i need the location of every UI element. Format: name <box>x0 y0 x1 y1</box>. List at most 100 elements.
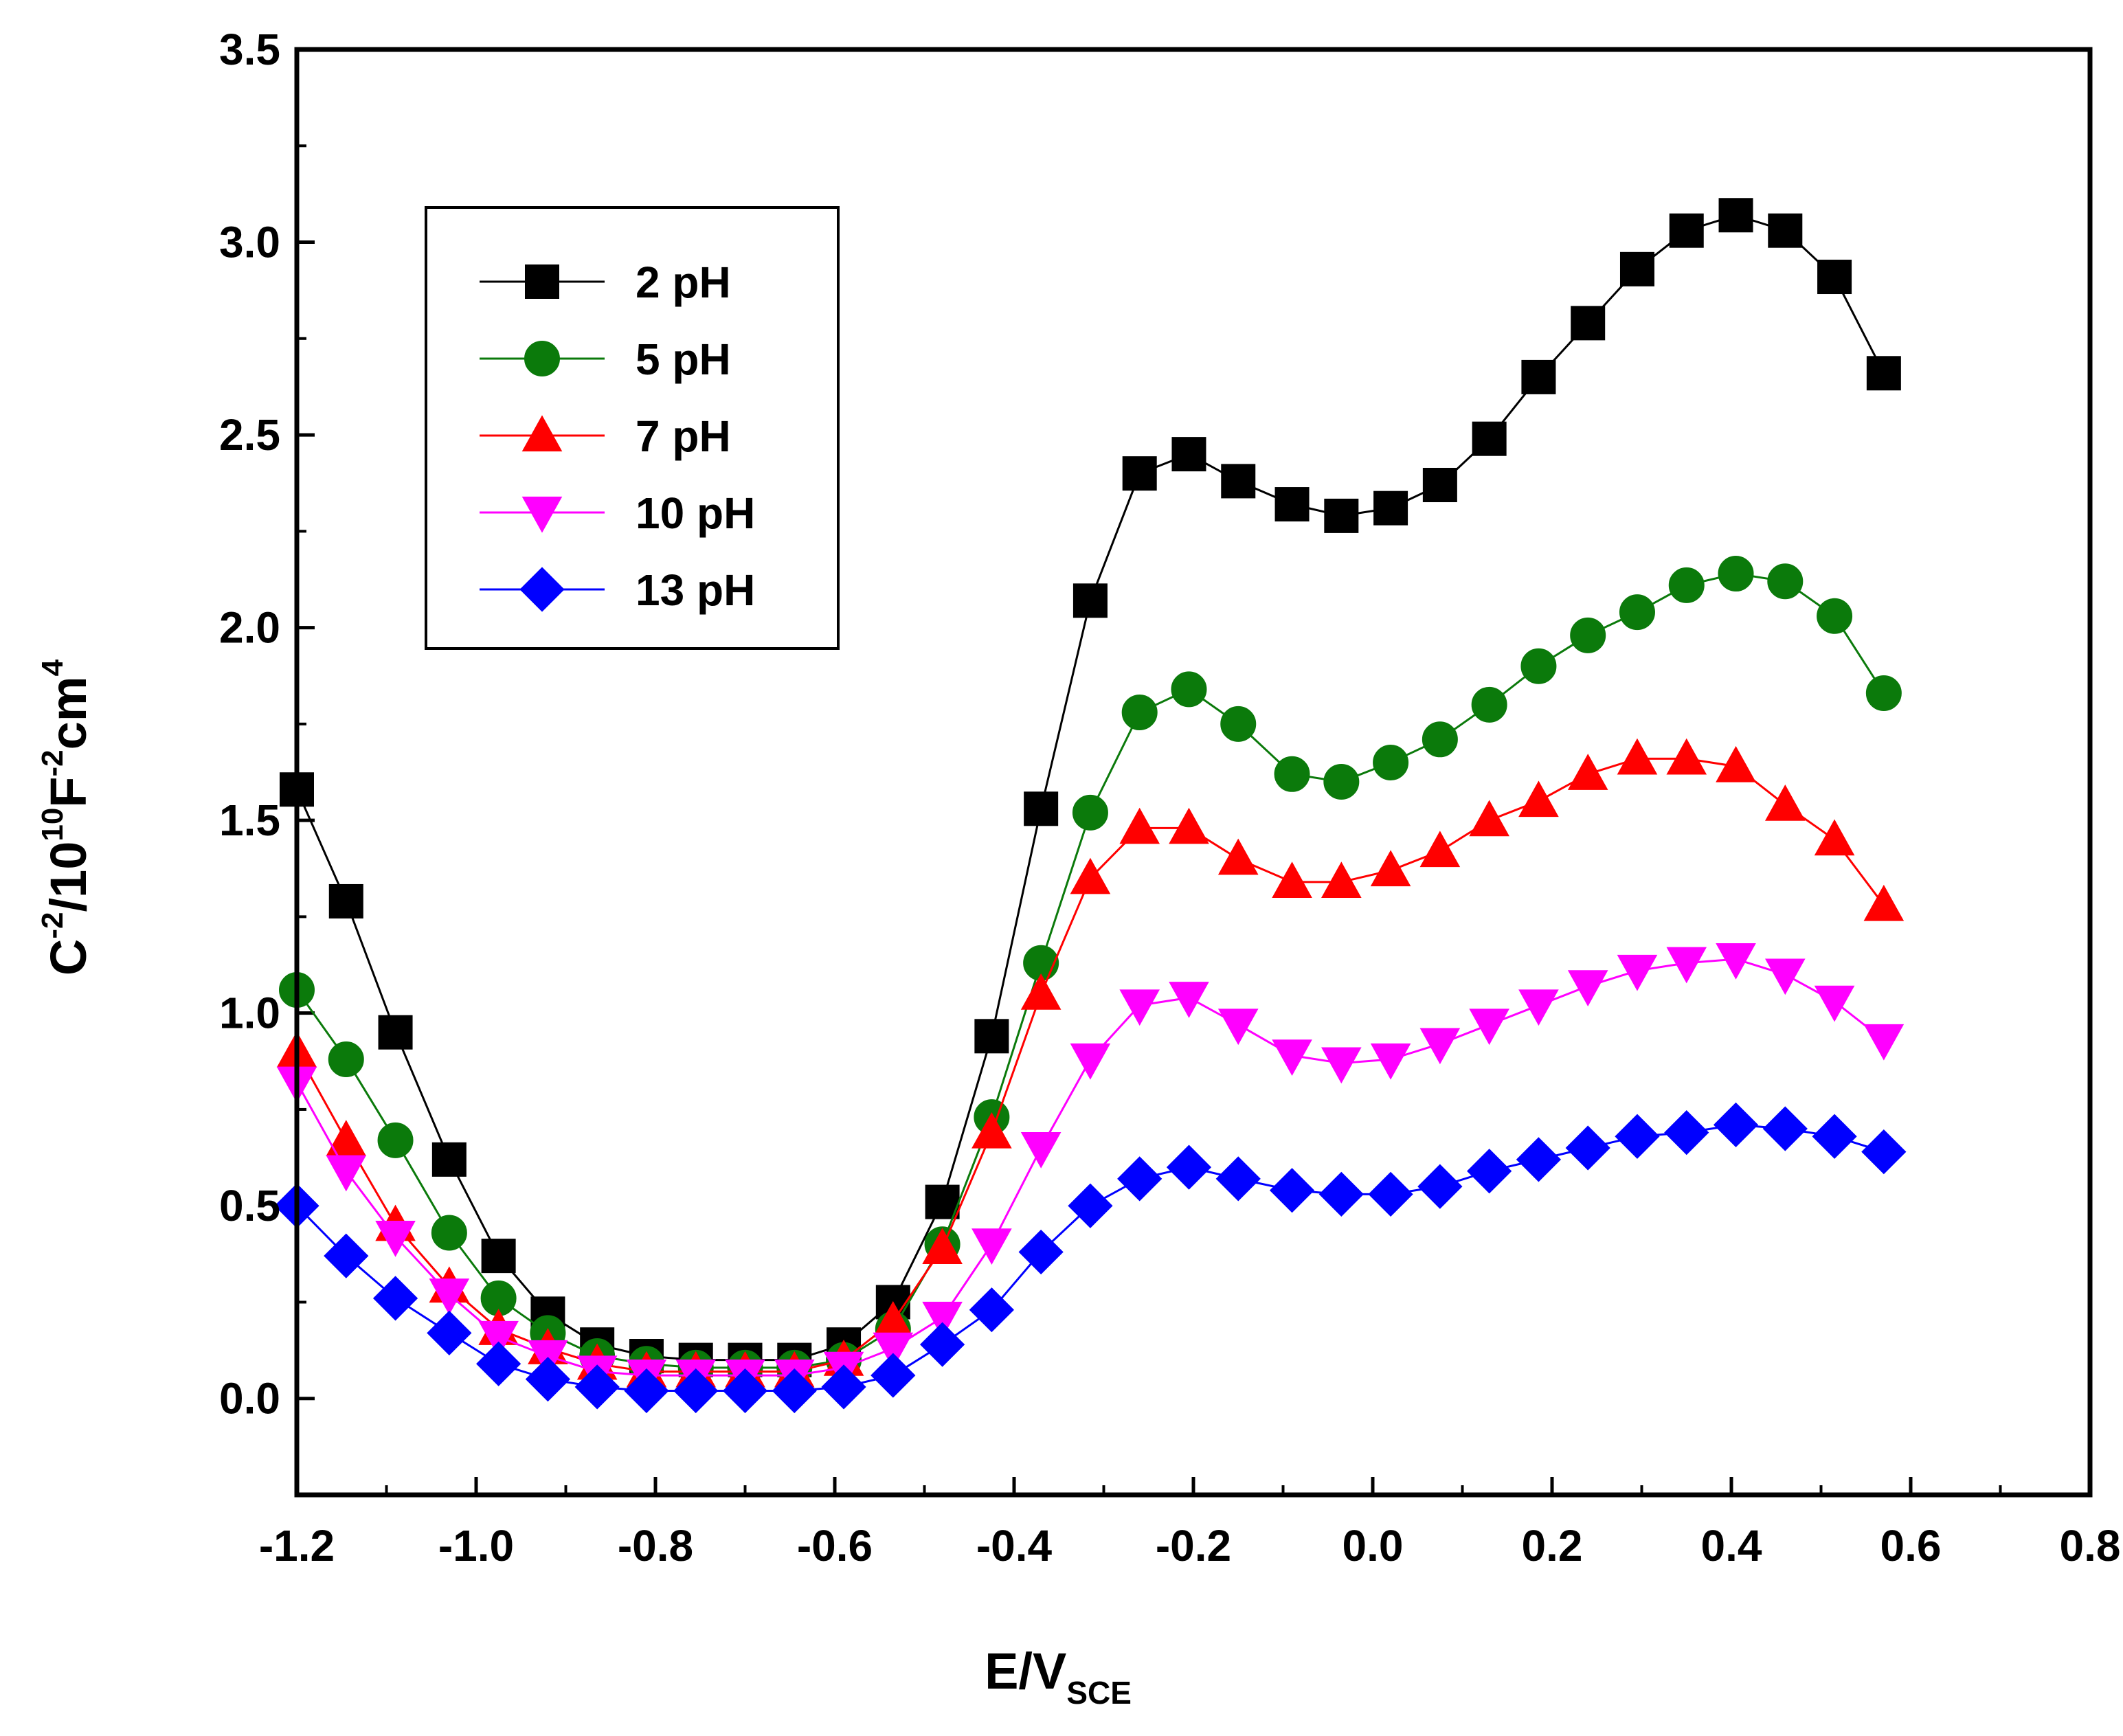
data-point <box>431 1142 467 1177</box>
data-point <box>1865 675 1902 711</box>
data-point <box>1469 800 1509 837</box>
data-point <box>873 1332 914 1369</box>
y-tick-label: 1.0 <box>219 989 280 1038</box>
data-point <box>1567 754 1608 790</box>
data-point <box>1321 1047 1362 1084</box>
x-tick-label: -1.0 <box>438 1521 514 1570</box>
data-point <box>772 1368 817 1414</box>
data-point <box>1068 1183 1113 1228</box>
data-point <box>1469 1008 1509 1046</box>
data-point <box>328 883 363 918</box>
data-point <box>1217 838 1259 875</box>
data-point <box>974 1019 1009 1054</box>
data-point <box>1321 861 1362 898</box>
y-tick-label: 0.0 <box>219 1374 280 1423</box>
data-point <box>971 1112 1012 1149</box>
data-point <box>1666 738 1707 775</box>
y-axis-title-superscript: 10 <box>36 808 69 842</box>
y-axis-title-superscript: -2 <box>36 912 69 939</box>
tick-labels: -1.2 -1.0 -0.8 -0.6 -0.4 -0.2 0.0 0.2 0.4 0.6 0.8 0… <box>219 25 2120 1570</box>
legend-marker <box>521 415 563 452</box>
legend-entry: 13 pH <box>480 565 755 615</box>
data-point <box>1765 958 1806 995</box>
legend-entry: 10 pH <box>480 488 755 538</box>
data-point <box>326 1155 367 1192</box>
y-tick-label: 2.5 <box>219 410 280 460</box>
series-13-ph <box>274 1102 1907 1414</box>
data-point <box>624 1368 669 1414</box>
data-point <box>478 1320 519 1357</box>
data-point <box>378 1015 413 1050</box>
data-point <box>1072 583 1108 618</box>
x-tick-label: 0.6 <box>1880 1521 1942 1570</box>
x-tick-label: 0.0 <box>1343 1521 1404 1570</box>
data-point <box>673 1368 719 1414</box>
data-point <box>1570 617 1606 653</box>
data-point <box>1274 756 1310 792</box>
legend-label: 10 pH <box>636 488 755 538</box>
y-axis-title-part: C <box>40 939 97 976</box>
data-point <box>1863 1024 1905 1061</box>
data-point <box>1370 850 1411 887</box>
data-point <box>429 1278 470 1315</box>
data-point <box>377 1122 414 1158</box>
data-point <box>1713 1102 1759 1147</box>
data-point <box>1018 1229 1064 1275</box>
data-point <box>1817 598 1853 634</box>
data-point <box>1171 437 1206 472</box>
y-axis-title: C-2/1010F-2cm4 <box>36 659 97 976</box>
data-point <box>1117 1156 1162 1202</box>
data-point <box>1619 251 1654 286</box>
data-point <box>1324 498 1359 533</box>
data-point <box>1467 1149 1512 1194</box>
legend-entry: 7 pH <box>480 412 731 461</box>
data-point <box>574 1364 620 1410</box>
data-point <box>481 1239 516 1274</box>
data-point <box>969 1287 1014 1333</box>
data-point <box>1516 1137 1562 1182</box>
y-axis-title-superscript: -2 <box>36 749 69 776</box>
data-point <box>324 1233 369 1278</box>
data-point <box>1217 1008 1259 1046</box>
data-point <box>1122 456 1157 491</box>
data-point <box>1072 794 1108 831</box>
data-point <box>375 1221 416 1257</box>
data-point <box>1863 884 1905 921</box>
x-tick-label: -0.6 <box>797 1521 873 1570</box>
data-point <box>1617 738 1658 775</box>
data-point <box>722 1368 768 1414</box>
data-point <box>1269 1168 1315 1213</box>
data-point <box>1221 464 1256 499</box>
data-point <box>1419 831 1461 868</box>
x-tick-label: 0.4 <box>1701 1521 1762 1570</box>
data-point <box>919 1322 965 1367</box>
data-point <box>1020 973 1062 1010</box>
legend: 2 pH 5 pH 7 pH 10 pH 13 pH <box>425 206 840 650</box>
data-point <box>1765 785 1806 821</box>
y-tick-label: 2.0 <box>219 603 280 653</box>
legend-label: 2 pH <box>636 258 731 307</box>
data-point <box>1718 198 1753 233</box>
y-axis-title-superscript: 4 <box>36 659 69 676</box>
data-point <box>1368 1171 1413 1217</box>
y-tick-label: 3.0 <box>219 218 280 267</box>
data-point <box>1814 985 1855 1022</box>
data-point <box>870 1353 916 1398</box>
data-point <box>1070 857 1111 894</box>
data-point <box>1471 686 1507 723</box>
data-point <box>1567 970 1608 1007</box>
data-point <box>1669 213 1704 248</box>
data-point <box>1762 1106 1808 1151</box>
plot-series <box>274 198 1907 1414</box>
x-tick-label: 0.8 <box>2060 1521 2121 1570</box>
legend-label: 5 pH <box>636 335 731 384</box>
legend-entry: 5 pH <box>480 335 731 384</box>
data-point <box>476 1341 521 1386</box>
data-point <box>1220 706 1257 742</box>
legend-label: 7 pH <box>636 412 731 461</box>
data-point <box>1272 1039 1312 1076</box>
data-point <box>1166 1145 1212 1190</box>
data-point <box>1619 594 1655 631</box>
data-point <box>372 1276 418 1321</box>
